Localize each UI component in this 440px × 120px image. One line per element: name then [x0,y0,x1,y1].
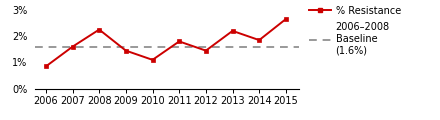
Legend: % Resistance, 2006–2008
Baseline
(1.6%): % Resistance, 2006–2008 Baseline (1.6%) [309,6,401,56]
